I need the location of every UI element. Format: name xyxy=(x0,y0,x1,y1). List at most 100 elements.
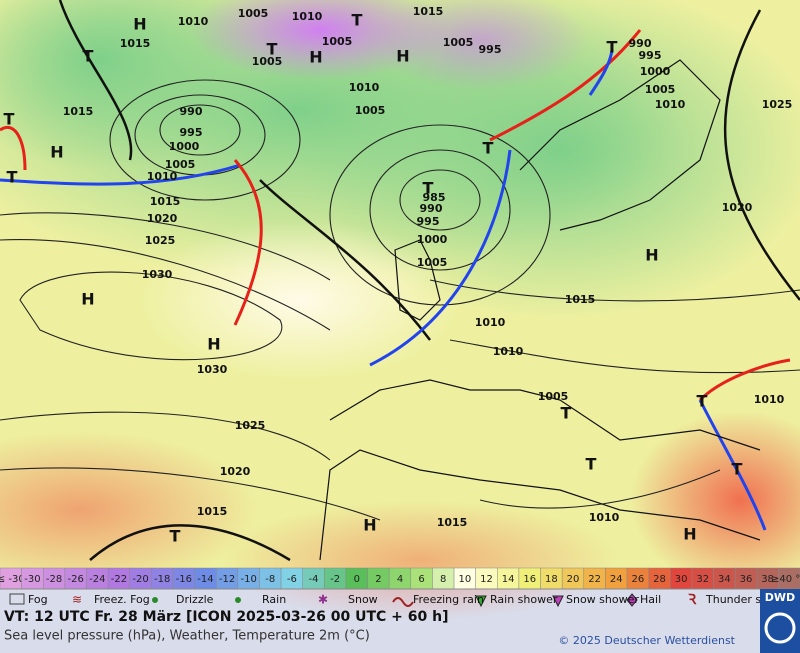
pressure-label: 1010 xyxy=(754,393,785,406)
scale-label: 0 xyxy=(354,574,360,585)
pressure-label: 1005 xyxy=(355,104,386,117)
pressure-label: 990 xyxy=(420,202,443,215)
scale-label: 22 xyxy=(588,574,601,585)
drizzle-symbol xyxy=(152,597,158,603)
rain-shower-symbol xyxy=(475,595,487,608)
scale-label: -28 xyxy=(46,574,62,585)
scale-label: 30 xyxy=(675,574,688,585)
pressure-label: 990 xyxy=(629,37,652,50)
pressure-label: 1010 xyxy=(475,316,506,329)
pressure-label: 1010 xyxy=(349,81,380,94)
scale-label: 34 xyxy=(718,574,731,585)
scale-label: -2 xyxy=(330,574,340,585)
temperature-scale: ≤ -30 -30 -28 -26 -24 -22 -20 -18 -16 -14 -12 -10 -8… xyxy=(0,567,800,590)
pressure-label: 1010 xyxy=(147,170,178,183)
scale-label: 36 xyxy=(740,574,753,585)
logo-swirl xyxy=(764,612,796,644)
pressure-label: 1005 xyxy=(238,7,269,20)
thunderstorm-symbol: Ꝛ xyxy=(687,592,697,608)
coastlines xyxy=(319,59,761,561)
scale-label: -30 xyxy=(24,574,40,585)
pressure-label: 1005 xyxy=(443,36,474,49)
scale-label: 2 xyxy=(375,574,381,585)
high-pressure-marker: H xyxy=(133,15,146,34)
low-pressure-marker: T xyxy=(423,179,434,198)
legend-label: Snow shower xyxy=(566,593,639,606)
low-pressure-marker: T xyxy=(561,404,572,423)
scale-label: -24 xyxy=(89,574,105,585)
pressure-label: 1020 xyxy=(722,201,753,214)
pressure-label: 1020 xyxy=(147,212,178,225)
high-pressure-marker: H xyxy=(683,525,696,544)
low-pressure-marker: T xyxy=(483,139,494,158)
pressure-label: 1030 xyxy=(142,268,173,281)
low-pressure-marker: T xyxy=(352,11,363,30)
scale-label: 4 xyxy=(397,574,403,585)
pressure-label: 1025 xyxy=(762,98,793,111)
scale-label: -4 xyxy=(309,574,319,585)
isobars xyxy=(0,79,800,521)
high-pressure-marker: H xyxy=(645,246,658,265)
copyright: © 2025 Deutscher Wetterdienst xyxy=(558,634,735,647)
low-pressure-marker: T xyxy=(607,38,618,57)
pressure-label: 1010 xyxy=(493,345,524,358)
scale-label: -14 xyxy=(197,574,213,585)
scale-label: -10 xyxy=(240,574,256,585)
legend-label: Freez. Fog xyxy=(94,593,150,606)
fronts xyxy=(0,29,791,531)
valid-time: VT: 12 UTC Fr. 28 März [ICON 2025-03-26 … xyxy=(4,609,449,625)
low-pressure-marker: T xyxy=(170,527,181,546)
pressure-label: 990 xyxy=(180,105,203,118)
high-pressure-marker: H xyxy=(309,48,322,67)
hail-symbol xyxy=(626,593,638,607)
legend-label: Rain shower xyxy=(490,593,558,606)
pressure-label: 1000 xyxy=(169,140,200,153)
fog-symbol xyxy=(9,593,25,605)
legend-label: Hail xyxy=(640,593,661,606)
pressure-label: 1030 xyxy=(197,363,228,376)
scale-label: -26 xyxy=(68,574,84,585)
pressure-label: 1015 xyxy=(120,37,151,50)
pressure-label: 1010 xyxy=(292,10,323,23)
description: Sea level pressure (hPa), Weather, Tempe… xyxy=(4,629,370,644)
low-pressure-marker: T xyxy=(7,168,18,187)
pressure-label: 1000 xyxy=(640,65,671,78)
scale-label: 8 xyxy=(440,574,446,585)
pressure-label: 1015 xyxy=(150,195,181,208)
pressure-label: 1010 xyxy=(589,511,620,524)
rain-symbol xyxy=(235,597,241,603)
scale-label: -6 xyxy=(287,574,297,585)
pressure-label: 1005 xyxy=(645,83,676,96)
troughs xyxy=(58,0,800,562)
legend-label: Snow xyxy=(348,593,378,606)
scale-label: 32 xyxy=(696,574,709,585)
scale-label: ≤ -30 xyxy=(0,574,25,585)
scale-label: 14 xyxy=(502,574,515,585)
scale-label: 12 xyxy=(480,574,493,585)
legend-label: Freezing rain xyxy=(413,593,484,606)
low-pressure-marker: T xyxy=(267,40,278,59)
snow-symbol: ✱ xyxy=(318,593,328,607)
legend-label: Drizzle xyxy=(176,593,214,606)
freez-fog-symbol: ≋ xyxy=(72,593,82,607)
high-pressure-marker: H xyxy=(50,143,63,162)
pressure-label: 1005 xyxy=(538,390,569,403)
low-pressure-marker: T xyxy=(83,47,94,66)
scale-label: 10 xyxy=(458,574,471,585)
scale-label: -22 xyxy=(111,574,127,585)
pressure-label: 1015 xyxy=(63,105,94,118)
legend-label: Fog xyxy=(28,593,48,606)
scale-label: 26 xyxy=(631,574,644,585)
scale-label: 6 xyxy=(418,574,424,585)
high-pressure-marker: H xyxy=(81,290,94,309)
scale-label: -12 xyxy=(219,574,235,585)
scale-label: -8 xyxy=(265,574,275,585)
pressure-label: 995 xyxy=(180,126,203,139)
high-pressure-marker: H xyxy=(363,516,376,535)
weather-legend: ≋ ✱ Ꝛ Fog Freez. Fog Drizzle Rain Snow Freezi… xyxy=(0,588,787,608)
scale-label: -20 xyxy=(132,574,148,585)
pressure-label: 1005 xyxy=(165,158,196,171)
pressure-label: 1005 xyxy=(252,55,283,68)
